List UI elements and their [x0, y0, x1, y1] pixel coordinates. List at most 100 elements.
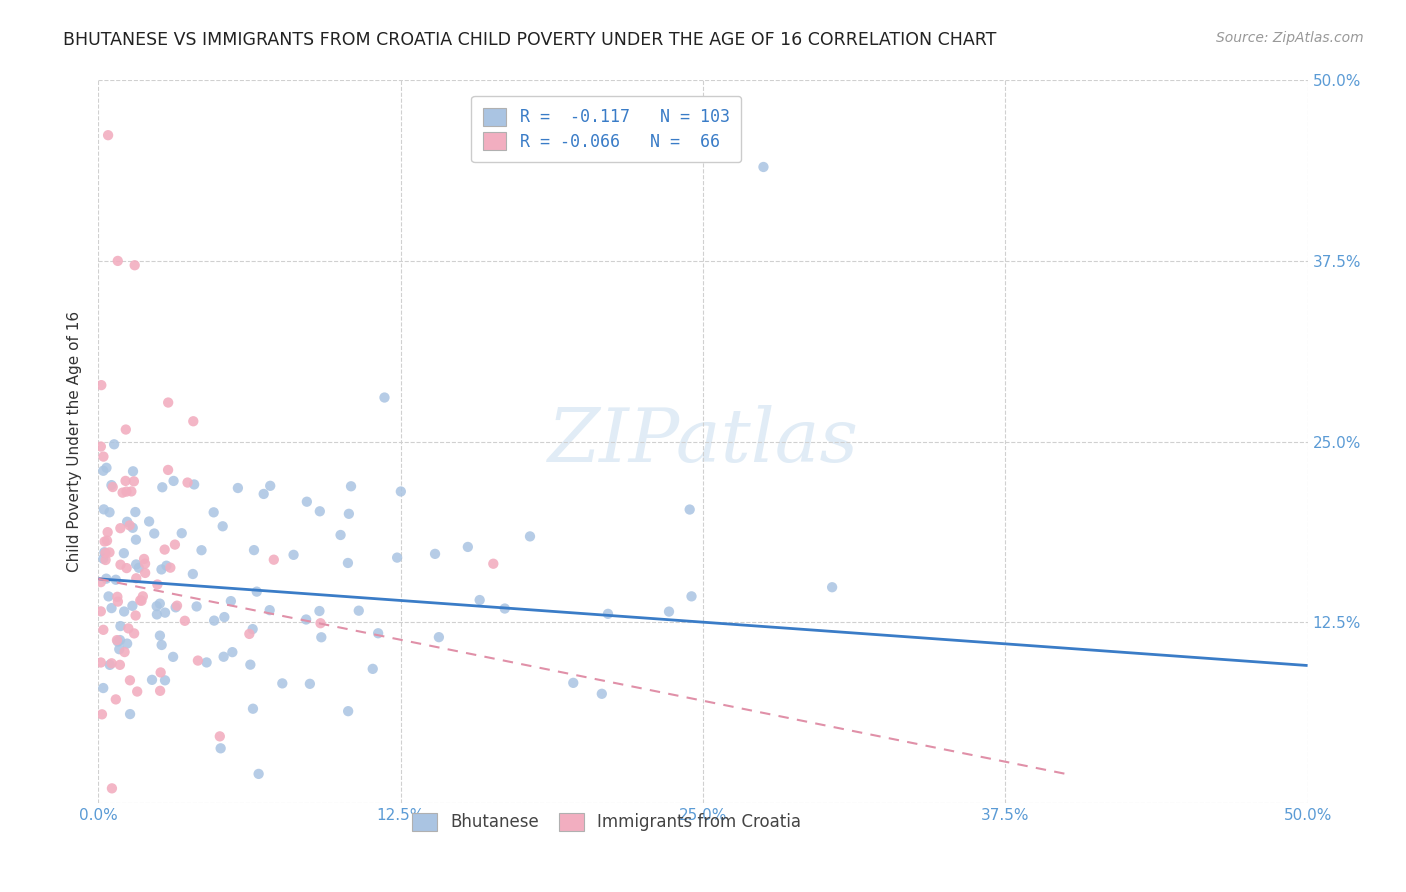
Point: [283, 548, 305, 562]
Point: [146, 577, 169, 591]
Point: [97, 128, 120, 143]
Point: [118, 518, 141, 533]
Point: [93, 502, 115, 516]
Point: [150, 480, 173, 494]
Point: [122, 464, 145, 478]
Point: [90, 440, 112, 454]
Point: [124, 505, 146, 519]
Point: [91, 464, 114, 478]
Point: [187, 654, 209, 668]
Point: [427, 630, 450, 644]
Point: [298, 677, 321, 691]
Point: [110, 521, 132, 535]
Point: [115, 484, 138, 499]
Point: [263, 552, 285, 566]
Point: [91, 707, 114, 722]
Point: [132, 590, 155, 604]
Point: [166, 599, 188, 613]
Point: [141, 673, 163, 687]
Point: [127, 684, 149, 698]
Point: [190, 543, 212, 558]
Point: [110, 619, 132, 633]
Point: [658, 605, 681, 619]
Point: [186, 599, 208, 614]
Point: [149, 683, 172, 698]
Point: [91, 681, 114, 695]
Point: [389, 484, 412, 499]
Point: [90, 378, 112, 392]
Point: [104, 573, 127, 587]
Point: [311, 630, 333, 644]
Point: [221, 645, 243, 659]
Point: [138, 515, 160, 529]
Point: [271, 676, 294, 690]
Point: [134, 566, 156, 580]
Point: [107, 594, 129, 608]
Point: [101, 480, 124, 494]
Point: [91, 551, 114, 566]
Point: [163, 538, 186, 552]
Point: [159, 560, 181, 574]
Point: [373, 391, 395, 405]
Point: [96, 572, 118, 586]
Point: [94, 553, 117, 567]
Point: [308, 504, 330, 518]
Point: [157, 395, 180, 409]
Point: [195, 656, 218, 670]
Point: [361, 662, 384, 676]
Point: [821, 580, 844, 594]
Point: [124, 608, 146, 623]
Point: [100, 478, 122, 492]
Point: [309, 616, 332, 631]
Point: [367, 626, 389, 640]
Point: [97, 525, 120, 540]
Point: [219, 594, 242, 608]
Point: [340, 479, 363, 493]
Point: [98, 505, 121, 519]
Point: [96, 533, 118, 548]
Point: [93, 545, 115, 559]
Point: [202, 614, 225, 628]
Point: [103, 437, 125, 451]
Point: [494, 601, 516, 615]
Point: [129, 593, 152, 607]
Point: [165, 600, 187, 615]
Point: [143, 526, 166, 541]
Point: [134, 557, 156, 571]
Point: [122, 626, 145, 640]
Point: [93, 623, 115, 637]
Point: [243, 543, 266, 558]
Point: [209, 741, 232, 756]
Point: [157, 463, 180, 477]
Point: [181, 414, 204, 428]
Point: [247, 767, 270, 781]
Point: [208, 730, 231, 744]
Point: [149, 597, 172, 611]
Point: [93, 450, 115, 464]
Point: [211, 519, 233, 533]
Point: [114, 423, 136, 437]
Point: [679, 502, 702, 516]
Point: [238, 627, 260, 641]
Point: [295, 494, 318, 508]
Point: [183, 477, 205, 491]
Point: [101, 781, 124, 796]
Point: [519, 529, 541, 543]
Point: [125, 558, 148, 572]
Point: [108, 657, 131, 672]
Point: [242, 702, 264, 716]
Point: [108, 633, 131, 648]
Point: [242, 622, 264, 636]
Point: [562, 676, 585, 690]
Point: [98, 545, 121, 559]
Point: [107, 253, 129, 268]
Point: [337, 507, 360, 521]
Point: [125, 533, 148, 547]
Point: [181, 566, 204, 581]
Point: [246, 584, 269, 599]
Point: [128, 561, 150, 575]
Point: [132, 552, 155, 566]
Point: [98, 657, 121, 672]
Point: [117, 621, 139, 635]
Point: [97, 590, 120, 604]
